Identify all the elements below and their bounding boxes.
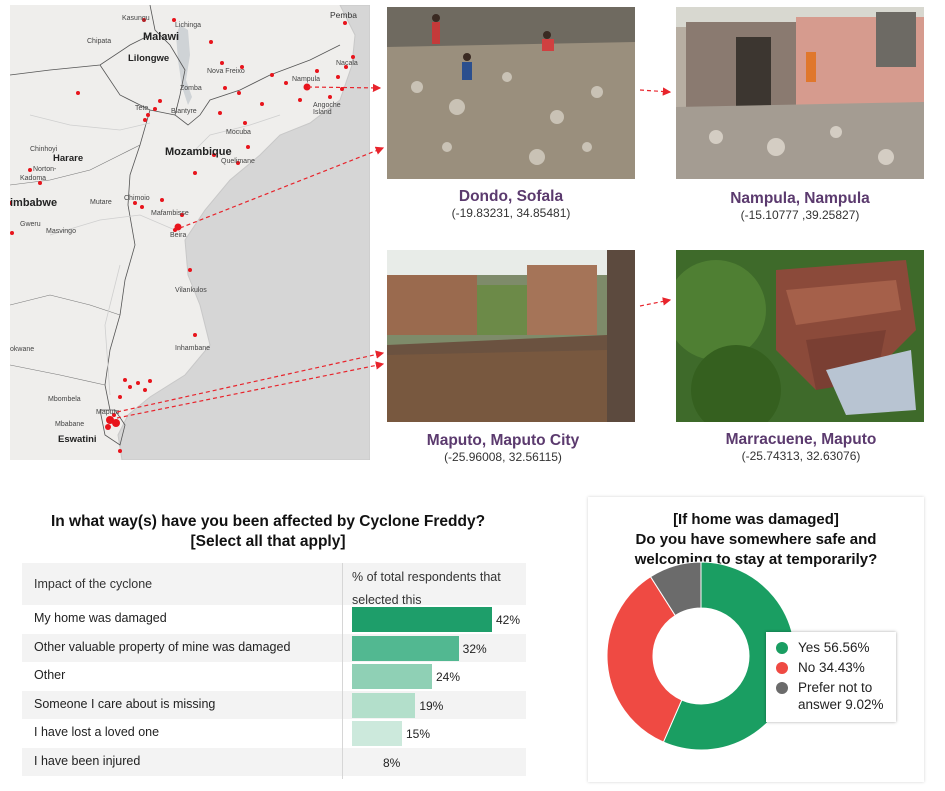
shelter-donut-chart: [If home was damaged] Do you have somewh… (588, 497, 924, 782)
row-label: I have lost a loved one (34, 725, 160, 739)
row-label: Other (34, 668, 66, 682)
map-label: Pemba (330, 10, 357, 20)
map-label: Mocuba (226, 129, 251, 136)
bar (352, 721, 402, 746)
table-row: Other valuable property of mine was dama… (22, 633, 526, 662)
map-label: Norton- (33, 166, 57, 173)
map-label: Masvingo (46, 228, 76, 235)
table-row: I have been injured 8% (22, 747, 526, 776)
legend-swatch (776, 642, 788, 654)
photo-dondo (387, 7, 635, 179)
pie-slice (662, 561, 796, 751)
row-label: Other valuable property of mine was dama… (34, 639, 291, 654)
map-label: Mbabane (55, 421, 85, 428)
map-label: okwane (10, 346, 35, 353)
caption-place: Marracuene, Maputo (725, 431, 877, 448)
map-label: Inhambane (175, 345, 211, 352)
row-label: Someone I care about is missing (34, 696, 216, 711)
map-label: Chinhoyi (30, 146, 58, 153)
map-label: Maputo (96, 409, 120, 416)
caption-dondo: Dondo, Sofala (-19.83231, 34.85481) (381, 188, 641, 221)
map-label: Kadoma (20, 175, 47, 182)
chart-legend: Yes 56.56% No 34.43% Prefer not to answer … (766, 632, 896, 722)
map-label: Blantyre (171, 108, 197, 115)
bar-value-label: 42% (496, 613, 521, 627)
map-label: Lichinga (175, 22, 202, 29)
row-label: I have been injured (34, 753, 141, 768)
bar-value-label: 8% (383, 755, 401, 770)
legend-swatch (776, 662, 788, 674)
caption-coordinates: (-25.74313, 32.63076) (741, 449, 861, 463)
caption-place: Maputo, Maputo City (426, 432, 580, 449)
connector-arrows (116, 83, 672, 419)
map-label: Malawi (143, 31, 180, 43)
column-divider (342, 563, 343, 779)
bar (352, 635, 459, 661)
photo-maputo (387, 250, 635, 422)
bar-value-label: 19% (419, 698, 444, 713)
column-header-percent: % of total respondents that selected thi… (352, 570, 501, 607)
map-drawing (10, 5, 370, 460)
map-label: imbabwe (10, 197, 58, 209)
impact-bar-table: In what way(s) have you been affected by… (12, 497, 526, 782)
bar-value-label: 24% (436, 670, 461, 684)
legend-swatch (776, 682, 788, 694)
table-row: Someone I care about is missing 19% (22, 690, 526, 719)
row-label: My home was damaged (34, 611, 167, 625)
caption-coordinates: (-19.83231, 34.85481) (451, 206, 571, 220)
map-label: Quelimane (221, 158, 255, 165)
map-label: Gweru (20, 221, 41, 228)
map-label: Kasungu (122, 15, 150, 22)
map-label: Mbombela (48, 396, 81, 403)
pie-slice (649, 561, 702, 617)
table-row: Other 24% (22, 662, 526, 690)
bar-value-label: 15% (406, 727, 431, 741)
mozambique-map: Pemba Kasungu Lichinga Malawi Chipata Li… (10, 5, 370, 460)
caption-coordinates: (-25.96008, 32.56115) (444, 450, 562, 464)
table-row: My home was damaged 42% (22, 605, 526, 633)
photo-nampula (676, 7, 924, 179)
bar (352, 664, 432, 689)
caption-place: Nampula, Nampula (730, 190, 870, 207)
map-label: Mozambique (165, 146, 232, 158)
chart-title: In what way(s) have you been affected by… (50, 513, 486, 550)
map-label: Zomba (180, 85, 202, 92)
photo-marracuene (676, 250, 924, 422)
column-header-impact: Impact of the cyclone (34, 577, 153, 591)
map-label: Beira (170, 232, 187, 239)
legend-label: No 34.43% (798, 660, 865, 675)
map-label: Nova Freixo (207, 68, 245, 75)
caption-nampula: Nampula, Nampula (-15.10777 ,39.25827) (670, 190, 930, 223)
donut-svg (606, 561, 796, 751)
map-label: Mafambisse (151, 210, 189, 217)
map-label: Angoche Island (313, 102, 341, 116)
bar-value-label: 32% (462, 641, 487, 656)
map-label: Nacala (336, 60, 358, 67)
bar (352, 607, 492, 632)
map-label: Chimoio (124, 195, 150, 202)
caption-maputo: Maputo, Maputo City (-25.96008, 32.56115… (373, 432, 633, 465)
legend-label: Yes 56.56% (798, 640, 870, 655)
map-label: Eswatini (58, 434, 97, 445)
caption-place: Dondo, Sofala (458, 188, 564, 205)
legend-label: Prefer not to answer 9.02% (798, 680, 884, 712)
bar (352, 692, 416, 718)
map-label: Chipata (87, 38, 112, 45)
map-label: Tete (135, 105, 149, 112)
caption-marracuene: Marracuene, Maputo (-25.74313, 32.63076) (671, 431, 931, 464)
map-label: Harare (53, 153, 84, 164)
table-header: Impact of the cyclone % of total respond… (22, 563, 526, 607)
map-label: Lilongwe (128, 53, 170, 64)
table-row: I have lost a loved one 15% (22, 719, 526, 747)
chart-title: [If home was damaged] Do you have somewh… (634, 511, 878, 568)
caption-coordinates: (-15.10777 ,39.25827) (740, 208, 860, 222)
map-label: Nampula (292, 76, 321, 83)
pie-slice (606, 576, 683, 743)
map-label: Mutare (90, 199, 112, 206)
map-label: Vilankulos (175, 287, 207, 294)
